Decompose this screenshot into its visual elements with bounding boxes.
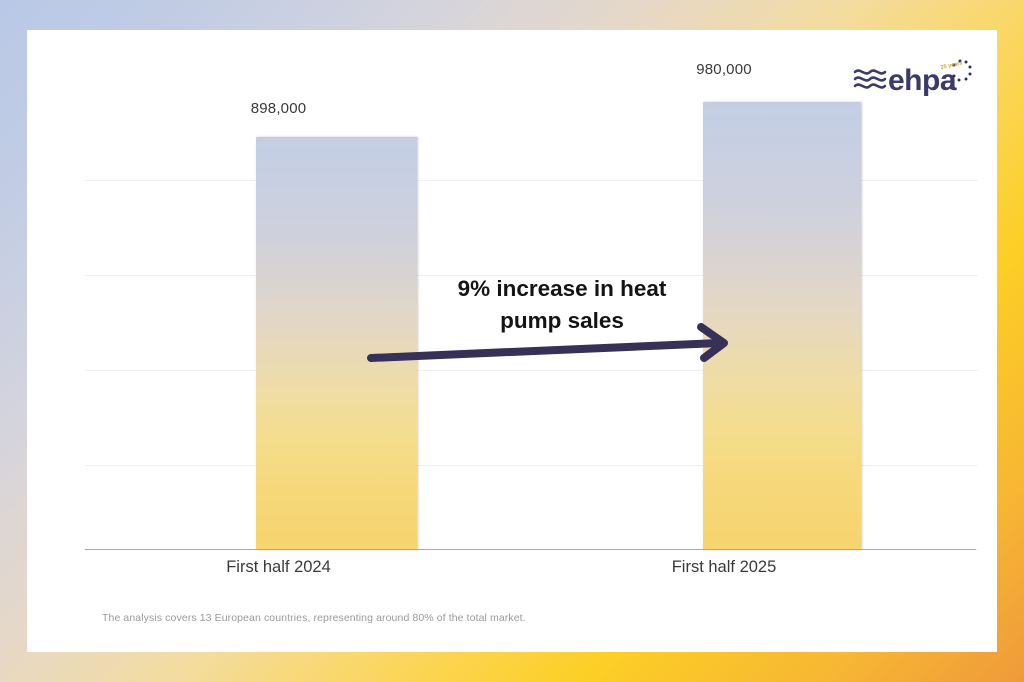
logo-anniversary-text: 25 years	[940, 61, 963, 71]
annotation-line-2: pump sales	[500, 307, 624, 333]
bar-value-label-2025: 980,000	[696, 61, 752, 78]
gridline	[85, 370, 978, 371]
ehpa-logo: ehpa 25 years	[853, 56, 973, 102]
category-label-first-half-2024: First half 2024	[226, 558, 331, 576]
chart-card: ehpa 25 years	[27, 30, 997, 652]
bar-value-label-2024: 898,000	[250, 100, 307, 117]
gridline	[85, 180, 978, 181]
x-axis-line	[85, 549, 976, 550]
category-label-first-half-2025: First half 2025	[671, 558, 777, 576]
plot-area	[85, 50, 978, 550]
annotation-line-1: 9% increase in heat	[457, 276, 667, 301]
gridline	[85, 465, 978, 466]
annotation-text: 9% increase in heat pump sales	[417, 273, 707, 337]
growth-arrow	[367, 320, 767, 380]
footnote-text: The analysis covers 13 European countrie…	[102, 612, 526, 624]
bar-first-half-2024[interactable]	[256, 137, 417, 550]
svg-text:ehpa: ehpa	[888, 64, 957, 97]
bar-first-half-2025[interactable]	[703, 102, 861, 550]
gridline	[85, 275, 978, 276]
